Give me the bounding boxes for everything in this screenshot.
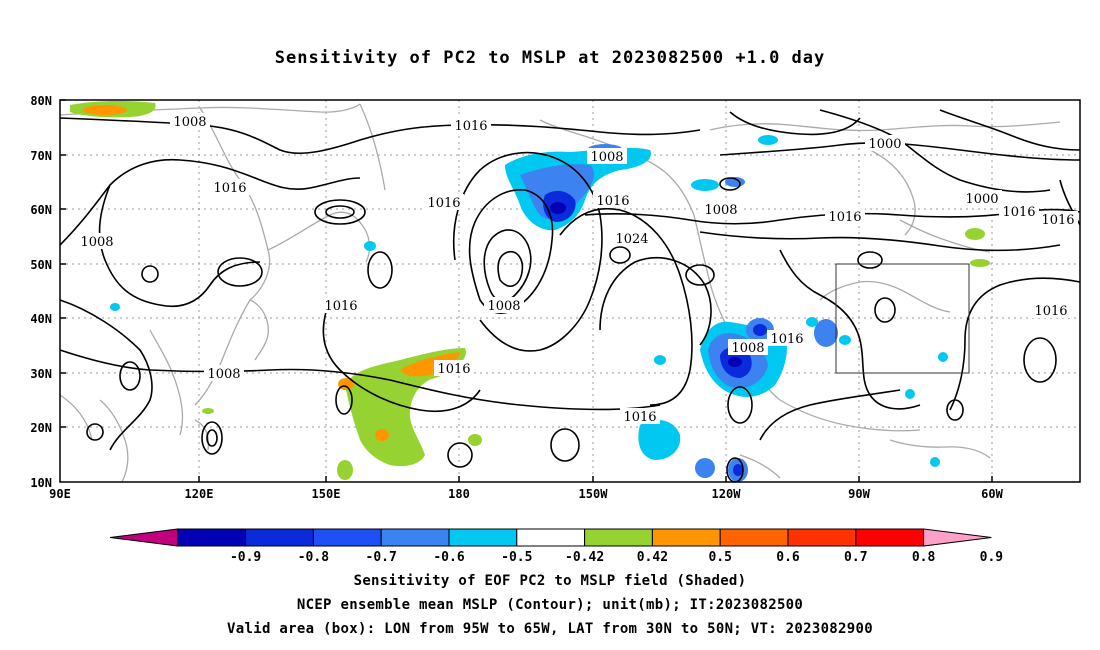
lat-label: 10N [30, 476, 52, 490]
colorbar-tick-label: -0.6 [433, 550, 464, 565]
contour-label: 1008 [484, 297, 524, 314]
svg-text:1008: 1008 [590, 150, 623, 165]
contour-label: 1016 [210, 179, 250, 196]
colorbar-segment [177, 528, 247, 547]
svg-text:1016: 1016 [454, 119, 487, 134]
svg-text:1016: 1016 [623, 410, 656, 425]
footer-line-2: NCEP ensemble mean MSLP (Contour); unit(… [296, 597, 804, 613]
contour-label: 1016 [1031, 302, 1071, 319]
contour-label: 1016 [1038, 211, 1078, 228]
svg-text:1024: 1024 [615, 232, 648, 247]
contour-label: 1008 [701, 201, 741, 218]
contour-label: 1008 [77, 233, 117, 250]
svg-text:1008: 1008 [487, 299, 520, 314]
lon-label: 90W [848, 487, 870, 501]
svg-text:1008: 1008 [173, 115, 206, 130]
colorbar-tick-label: 0.42 [637, 550, 668, 565]
lon-label: 180 [448, 487, 470, 501]
colorbar-segment [787, 528, 857, 547]
lat-label: 30N [30, 367, 52, 381]
contour-labels: 1008 1016 1016 1016 1016 1008 1016 1024 … [77, 113, 1078, 425]
svg-text:1008: 1008 [207, 367, 240, 382]
colorbar-segment [245, 528, 314, 547]
contour-label: 1016 [999, 203, 1039, 220]
contour-label: 1016 [825, 208, 865, 225]
svg-text:1016: 1016 [1041, 213, 1074, 228]
contour-label: 1008 [728, 339, 768, 356]
contour-label: 1000 [865, 135, 905, 152]
contour-label: 1016 [451, 117, 491, 134]
latitude-labels: 80N 70N 60N 50N 40N 30N 20N 10N [30, 94, 52, 490]
colorbar-tick-label: -0.42 [565, 550, 604, 565]
colorbar-tick-label: -0.8 [298, 550, 329, 565]
axis-ticks [60, 99, 993, 482]
contour-label: 1008 [587, 148, 627, 165]
colorbar-tick-label: 0.8 [912, 550, 936, 565]
colorbar-tick-label: -0.9 [230, 550, 261, 565]
lon-label: 60W [981, 487, 1003, 501]
longitude-labels: 90E 120E 150E 180 150W 120W 90W 60W [49, 487, 1003, 501]
svg-text:1016: 1016 [437, 362, 470, 377]
svg-text:1016: 1016 [213, 181, 246, 196]
colorbar-tick-label: 0.9 [980, 550, 1003, 565]
lon-label: 120E [185, 487, 214, 501]
svg-text:1008: 1008 [80, 235, 113, 250]
valid-area-box [835, 263, 970, 374]
colorbar-segment [719, 528, 789, 547]
svg-text:1016: 1016 [1002, 205, 1035, 220]
contour-label: 1016 [321, 297, 361, 314]
svg-text:1016: 1016 [770, 332, 803, 347]
sensitivity-shading [70, 100, 990, 482]
contour-label: 1024 [612, 230, 652, 247]
lat-label: 40N [30, 312, 52, 326]
colorbar-tick-label: 0.5 [708, 550, 731, 565]
svg-text:1016: 1016 [1034, 304, 1067, 319]
colorbar-segment [651, 528, 721, 547]
svg-text:1000: 1000 [965, 192, 998, 207]
svg-text:1008: 1008 [731, 341, 764, 356]
colorbar: -0.9 -0.8 -0.7 -0.6 -0.5 -0.42 0.42 0.5 0.6 0.7 0.… [109, 528, 1003, 565]
lat-label: 80N [30, 94, 52, 108]
contour-label: 1000 [962, 190, 1002, 207]
colorbar-segment [855, 528, 925, 547]
colorbar-tick-label: -0.5 [501, 550, 532, 565]
colorbar-segment [923, 528, 992, 547]
svg-text:1016: 1016 [427, 196, 460, 211]
svg-text:1000: 1000 [868, 137, 901, 152]
colorbar-tick-label: 0.7 [844, 550, 867, 565]
contour-label: 1016 [424, 194, 464, 211]
footer-line-3: Valid area (box): LON from 95W to 65W, L… [227, 621, 873, 637]
lon-label: 150E [312, 487, 341, 501]
colorbar-segment [584, 528, 653, 547]
lat-label: 70N [30, 149, 52, 163]
colorbar-tick-label: -0.7 [366, 550, 397, 565]
lat-label: 50N [30, 258, 52, 272]
contour-label: 1008 [170, 113, 210, 130]
plot-frame [59, 99, 1081, 483]
colorbar-segment [448, 528, 518, 547]
colorbar-tick-label: 0.6 [776, 550, 800, 565]
svg-text:1016: 1016 [596, 194, 629, 209]
colorbar-segment [109, 528, 179, 547]
lat-label: 60N [30, 203, 52, 217]
contour-label: 1016 [434, 360, 474, 377]
contour-label: 1016 [767, 330, 807, 347]
lon-label: 150W [579, 487, 609, 501]
svg-text:1016: 1016 [324, 299, 357, 314]
map-title: Sensitivity of PC2 to MSLP at 2023082500… [274, 48, 826, 68]
footer-line-1: Sensitivity of EOF PC2 to MSLP field (Sh… [353, 573, 747, 589]
colorbar-segment [380, 528, 450, 547]
svg-text:1016: 1016 [828, 210, 861, 225]
lat-label: 20N [30, 421, 52, 435]
lon-label: 120W [712, 487, 742, 501]
contour-label: 1016 [593, 192, 633, 209]
lon-label: 90E [49, 487, 71, 501]
svg-text:1008: 1008 [704, 203, 737, 218]
colorbar-segment [516, 528, 586, 547]
colorbar-segment [312, 528, 382, 547]
contour-label: 1008 [204, 365, 244, 382]
contour-label: 1016 [620, 408, 660, 425]
